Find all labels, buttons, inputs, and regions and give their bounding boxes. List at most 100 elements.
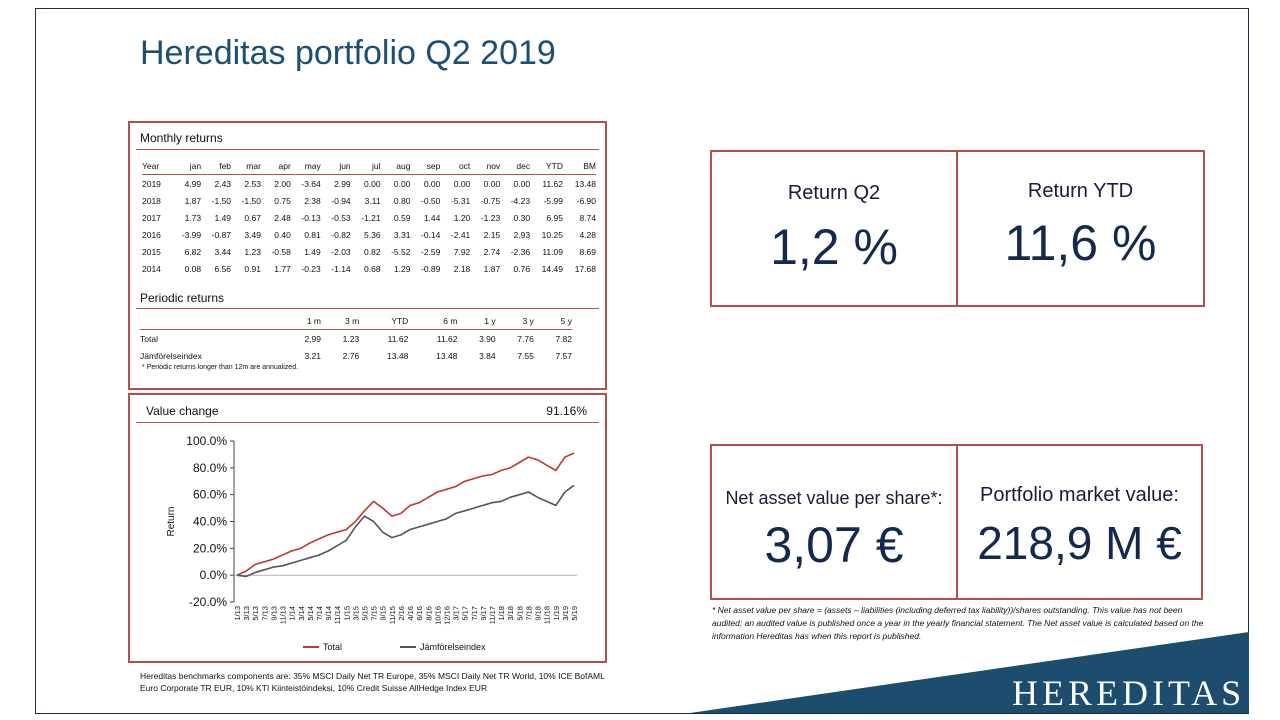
kpi-label: Portfolio market value: (980, 484, 1179, 506)
monthly-cell: -5.31 (450, 195, 471, 206)
monthly-cell: -0.53 (331, 212, 351, 223)
x-tick-label: 3/19 (561, 606, 570, 621)
monthly-cell: 3.44 (214, 246, 232, 257)
monthly-cell: 0.08 (184, 263, 202, 274)
periodic-cell: 7.55 (517, 350, 534, 361)
legend-label: Total (323, 642, 342, 652)
monthly-cell: 2014 (142, 263, 161, 274)
x-tick-label: 7/14 (315, 606, 324, 621)
monthly-cell: -0.82 (331, 229, 351, 240)
monthly-cell: 2.18 (453, 263, 471, 274)
monthly-cell: 2.99 (334, 178, 351, 189)
monthly-cell: 1.73 (184, 212, 202, 223)
x-tick-label: 3/18 (506, 606, 515, 621)
monthly-row: 2016 -3.99 -0.87 3.49 0.40 0.81 -0.82 5.36 3.31-… (142, 226, 596, 243)
x-tick-label: 11/17 (488, 606, 497, 624)
monthly-cell: 4.99 (184, 178, 202, 189)
monthly-cell: -0.23 (301, 263, 321, 274)
x-tick-label: 3/14 (297, 606, 306, 621)
monthly-cell: 0.00 (483, 178, 501, 189)
monthly-column-header: nov (486, 160, 501, 171)
monthly-row: 2015 6.82 3.44 1.23 -0.58 1.49 -2.03 0.82 -5.52-… (142, 243, 596, 260)
kpi-label: Return Q2 (787, 182, 881, 204)
monthly-cell: 2.15 (483, 229, 501, 240)
monthly-cell: 1.20 (453, 212, 471, 223)
periodic-cell: Total (140, 333, 158, 344)
monthly-column-header: mar (246, 160, 261, 171)
y-tick-label: 100.0% (186, 434, 227, 448)
monthly-cell: 0.75 (274, 195, 291, 206)
periodic-cell: 7.82 (555, 333, 572, 344)
monthly-cell: 1.87 (184, 195, 202, 206)
kpi-value: 1,2 % (770, 219, 898, 275)
x-tick-label: 11/18 (543, 606, 552, 624)
monthly-cell: 6.56 (214, 263, 232, 274)
periodic-column-header: YTD (391, 315, 409, 326)
periodic-returns-heading: Periodic returns (140, 291, 225, 305)
monthly-column-header: dec (516, 160, 531, 171)
x-tick-label: 4/16 (406, 606, 415, 621)
x-tick-label: 1/13 (233, 606, 242, 621)
kpi-return-ytd: Return YTD 11,6 % (956, 150, 1205, 307)
monthly-column-header: apr (278, 160, 291, 171)
x-tick-label: 6/16 (415, 606, 424, 621)
y-axis-label: Return (166, 506, 177, 536)
monthly-cell: 0.00 (453, 178, 471, 189)
monthly-cell: -0.14 (421, 229, 441, 240)
monthly-cell: 14.49 (541, 263, 563, 274)
periodic-cell: Jämförelseindex (140, 350, 202, 361)
monthly-cell: 0.59 (393, 212, 411, 223)
monthly-cell: 6.95 (546, 212, 563, 223)
monthly-cell: 2.93 (513, 229, 531, 240)
kpi-value: 11,6 % (1004, 215, 1157, 271)
monthly-cell: 0.68 (364, 263, 381, 274)
monthly-column-header: jul (372, 160, 381, 171)
periodic-cell: 3.84 (479, 350, 496, 361)
x-tick-label: 7/17 (470, 606, 479, 621)
kpi-label: Net asset value per share*: (725, 488, 943, 508)
periodic-cell: 3.21 (304, 350, 322, 361)
periodic-column-header: 6 m (443, 315, 458, 326)
monthly-cell: 2.38 (304, 195, 321, 206)
monthly-column-header: may (304, 160, 321, 171)
monthly-cell: -2.03 (331, 246, 351, 257)
periodic-cell: 11.62 (436, 333, 458, 344)
benchmark-note: Hereditas benchmarks components are: 35%… (140, 671, 605, 693)
periodic-cell: 13.48 (436, 350, 458, 361)
monthly-cell: 17.68 (574, 263, 596, 274)
periodic-cell: 7.57 (555, 350, 572, 361)
monthly-cell: -5.52 (391, 246, 411, 257)
kpi-return-q2: Return Q2 1,2 % (710, 150, 958, 307)
monthly-cell: -0.50 (421, 195, 441, 206)
monthly-cell: -0.75 (480, 195, 501, 206)
x-tick-label: 7/18 (524, 606, 533, 621)
monthly-cell: -2.36 (510, 246, 531, 257)
monthly-cell: -4.23 (510, 195, 531, 206)
monthly-cell: 0.00 (423, 178, 441, 189)
brand-logo-text: HEREDITAS (1012, 673, 1246, 713)
x-tick-label: 3/17 (452, 606, 461, 621)
x-tick-label: 5/14 (306, 606, 315, 621)
divider (136, 308, 599, 309)
monthly-cell: 0.30 (513, 212, 531, 223)
monthly-cell: -0.89 (421, 263, 441, 274)
periodic-cell: 7.76 (517, 333, 534, 344)
kpi-market-value: Portfolio market value: 218,9 M € (956, 444, 1203, 600)
periodic-row: Jämförelseindex 3.21 2.76 13.48 13.48 3.84 7.5… (140, 347, 572, 364)
x-tick-label: 9/18 (534, 606, 543, 621)
monthly-cell: 4.28 (579, 229, 596, 240)
series-line-total (236, 452, 575, 576)
kpi-label: Return YTD (1027, 180, 1134, 202)
monthly-cell: 7.92 (453, 246, 471, 257)
divider (136, 422, 599, 423)
monthly-returns-table: Year jan feb mar apr may jun jul aug sep oct nov dec… (142, 157, 596, 277)
monthly-cell: 2017 (142, 212, 161, 223)
monthly-cell: 0.80 (393, 195, 411, 206)
value-change-panel: Value change 91.16% 100.0% 80.0% 60.0% 40.0… (128, 393, 607, 663)
monthly-cell: -1.14 (331, 263, 351, 274)
monthly-cell: 1.49 (214, 212, 232, 223)
kpi-value: 218,9 M € (977, 517, 1182, 569)
monthly-row: 2019 4.99 2.43 2.53 2.00 -3.64 2.99 0.00 0.00 0.0… (142, 175, 596, 193)
y-tick-label: 60.0% (193, 488, 227, 502)
monthly-cell: 2019 (142, 178, 161, 189)
